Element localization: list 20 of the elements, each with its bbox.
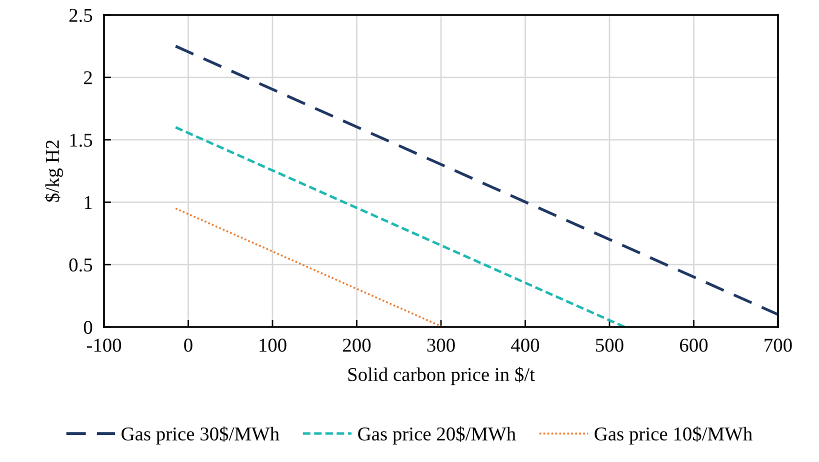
x-tick-label: 0 — [184, 338, 192, 352]
x-tick-label: -100 — [86, 338, 122, 352]
y-tick-label: 1.5 — [70, 134, 92, 147]
x-tick-label: 200 — [343, 338, 371, 352]
x-tick-label: 400 — [511, 338, 540, 352]
y-tick-label: 1 — [84, 196, 92, 209]
x-tick-label: 700 — [764, 338, 792, 352]
x-axis-title: Solid carbon price in $/t — [348, 366, 535, 386]
legend-label: Gas price 30$/MWh — [122, 426, 280, 444]
y-tick-label: 0.5 — [69, 258, 92, 272]
y-tick-label: 2 — [84, 71, 92, 84]
x-tick-label: 500 — [596, 338, 624, 352]
legend-label: Gas price 10$/MWh — [594, 426, 752, 444]
y-tick-label: 0 — [84, 320, 92, 334]
legend-label: Gas price 20$/MWh — [358, 426, 516, 444]
y-axis-title: $/kg H2 — [44, 140, 64, 202]
x-tick-label: 300 — [427, 338, 455, 352]
x-tick-label: 600 — [680, 338, 708, 352]
x-tick-label: 100 — [260, 338, 286, 352]
y-tick-label: 2.5 — [69, 8, 92, 22]
